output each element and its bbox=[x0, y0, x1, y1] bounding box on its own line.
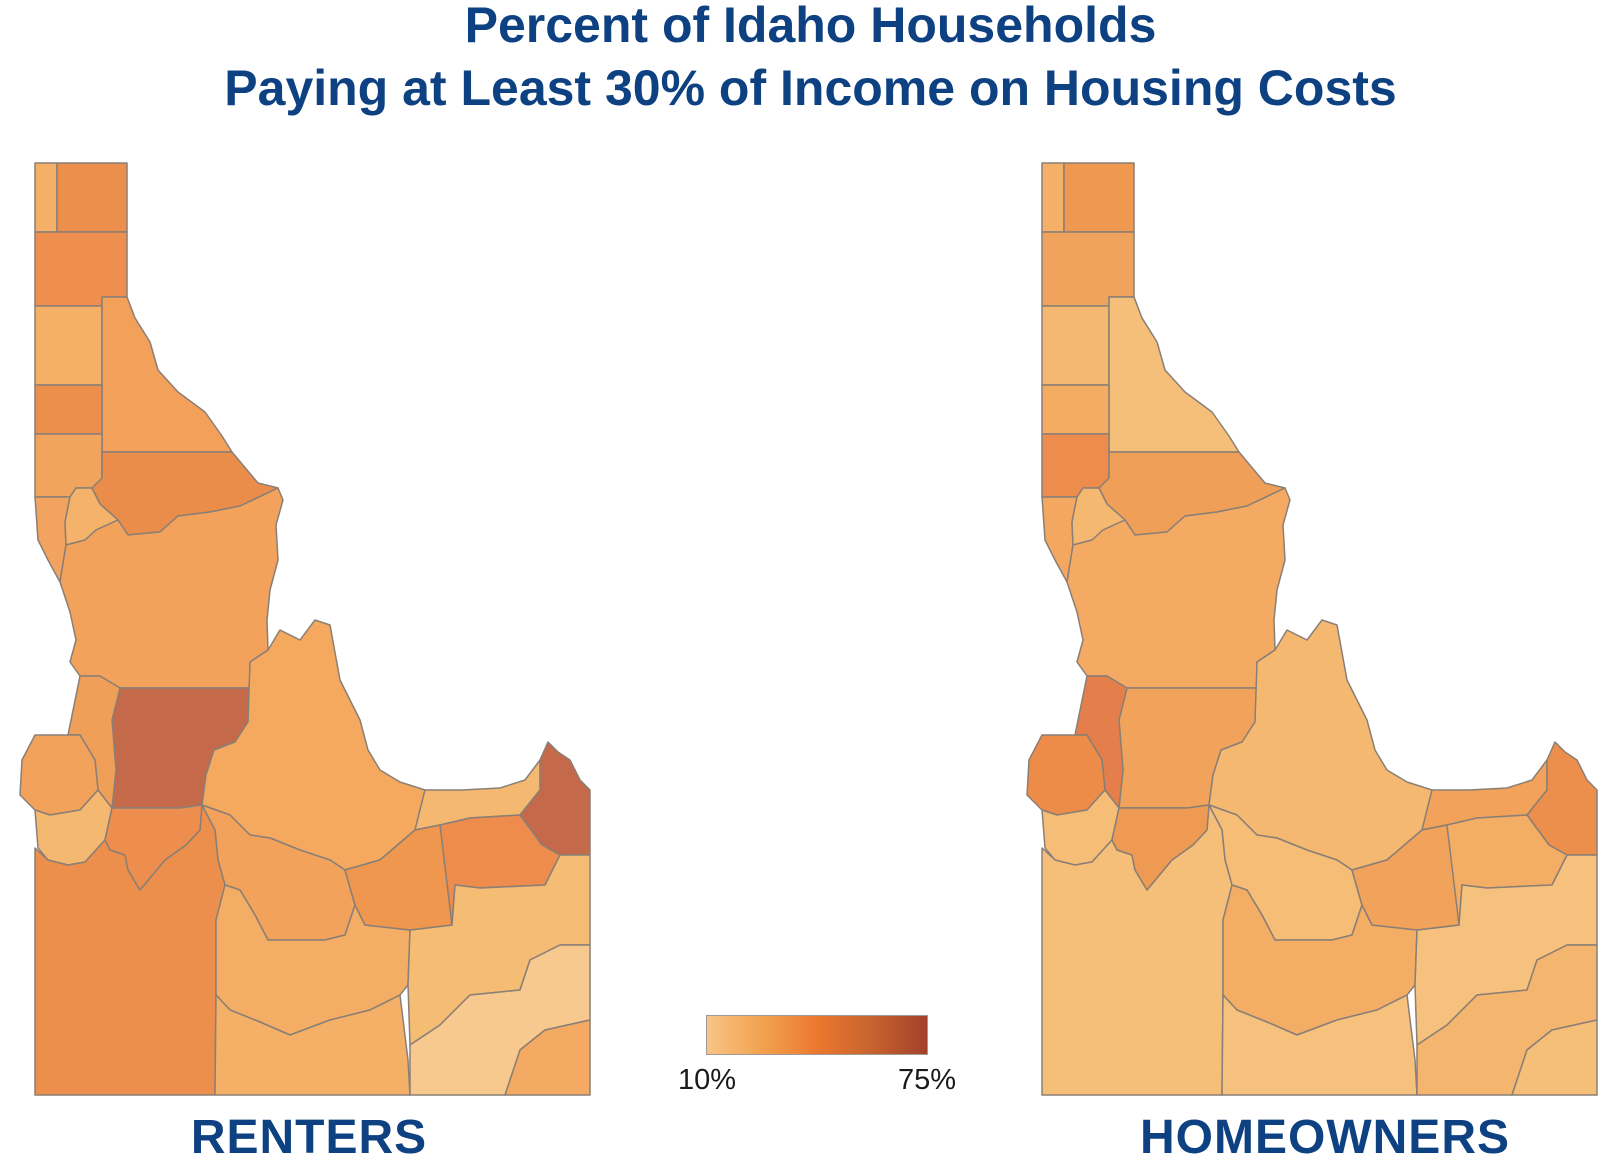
homeowners-county-3 bbox=[1041, 231, 1135, 307]
renters-county-27 bbox=[504, 1019, 591, 1096]
homeowners-county-4 bbox=[1041, 305, 1110, 386]
renters-county-4 bbox=[34, 305, 103, 386]
homeowners-county-2 bbox=[1063, 162, 1135, 233]
homeowners-county-6 bbox=[1041, 384, 1110, 435]
renters-county-3 bbox=[34, 231, 128, 307]
renters-label: RENTERS bbox=[190, 1111, 428, 1164]
renters-county-11 bbox=[59, 487, 284, 689]
renters-county-1 bbox=[34, 162, 58, 233]
renters-county-5 bbox=[101, 296, 233, 453]
homeowners-county-24 bbox=[1221, 994, 1418, 1096]
homeowners-county-29 bbox=[1351, 824, 1460, 931]
map-title-line-1: Percent of Idaho Households bbox=[464, 0, 1157, 53]
homeowners-map bbox=[1026, 162, 1598, 1096]
renters-county-2 bbox=[56, 162, 128, 233]
homeowners-county-5 bbox=[1108, 296, 1240, 453]
homeowners-county-11 bbox=[1066, 487, 1291, 689]
renters-map bbox=[19, 162, 591, 1096]
homeowners-county-1 bbox=[1041, 162, 1065, 233]
renters-county-28 bbox=[104, 804, 203, 891]
homeowners-label: HOMEOWNERS bbox=[1140, 1111, 1510, 1164]
homeowners-county-27 bbox=[1511, 1019, 1598, 1096]
map-title-line-2: Paying at Least 30% of Income on Housing… bbox=[224, 60, 1397, 116]
legend-min-label: 10% bbox=[678, 1064, 737, 1096]
legend-max-label: 75% bbox=[898, 1064, 957, 1096]
renters-county-24 bbox=[214, 994, 411, 1096]
renters-county-29 bbox=[344, 824, 453, 931]
legend-color-bar bbox=[706, 1015, 928, 1055]
homeowners-county-28 bbox=[1111, 804, 1210, 891]
renters-county-6 bbox=[34, 384, 103, 435]
